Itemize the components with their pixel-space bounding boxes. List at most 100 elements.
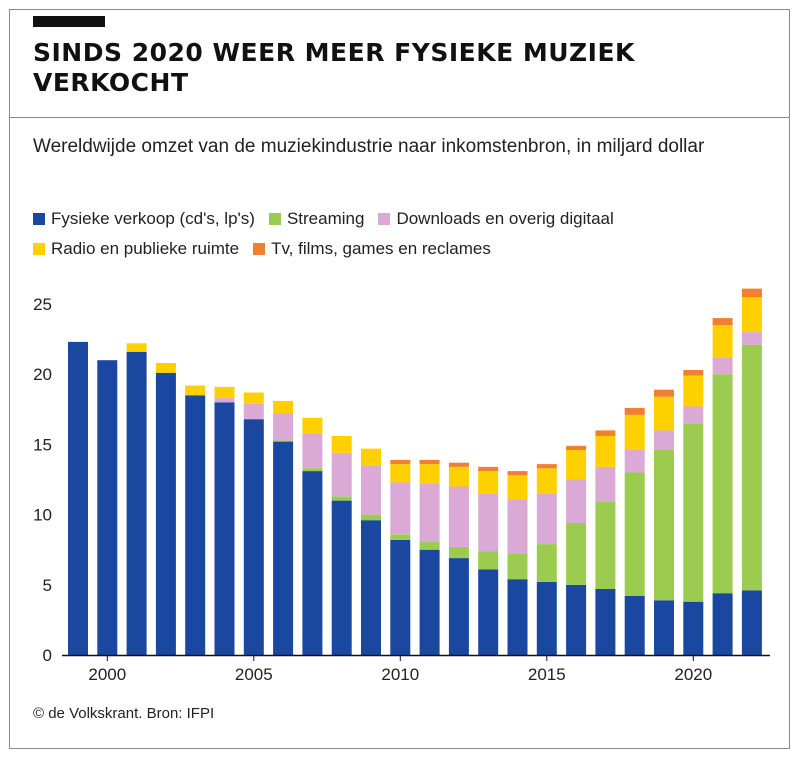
legend-swatch-radio [33, 243, 45, 255]
bar-2006-series-2 [273, 413, 294, 441]
bar-2014-series-0 [507, 579, 528, 655]
bar-2010-series-2 [390, 482, 411, 535]
bar-2018-series-2 [624, 450, 645, 473]
bar-2022-series-2 [741, 332, 762, 345]
bar-2008-series-1 [331, 496, 352, 501]
legend-label-downloads: Downloads en overig digitaal [396, 209, 614, 228]
bar-2015-series-4 [536, 464, 557, 469]
bar-2013-series-4 [478, 466, 499, 472]
bar-2013-series-1 [478, 551, 499, 570]
bar-2003-series-0 [185, 395, 206, 655]
bar-2020-series-2 [683, 406, 704, 424]
bar-2011-series-1 [419, 541, 440, 550]
bar-2012-series-1 [448, 546, 469, 559]
bar-2006-series-3 [273, 400, 294, 414]
legend-item-physical: Fysieke verkoop (cd's, lp's) [33, 209, 255, 229]
bar-2016-series-1 [566, 523, 587, 585]
bar-2010-series-3 [390, 464, 411, 483]
chart-frame [9, 9, 790, 749]
legend-swatch-streaming [268, 213, 281, 225]
bar-2008-series-3 [331, 436, 352, 453]
bar-2017-series-1 [595, 502, 616, 589]
legend: Fysieke verkoop (cd's, lp's) Streaming D… [33, 204, 773, 264]
bar-2005-series-0 [243, 419, 264, 655]
bar-2017-series-4 [595, 430, 616, 436]
bar-2010-series-0 [390, 539, 411, 655]
legend-label-radio: Radio en publieke ruimte [51, 239, 240, 258]
bar-2020-series-1 [683, 423, 704, 602]
bar-2008-series-0 [331, 500, 352, 655]
y-tick-label-5: 5 [43, 576, 52, 595]
bar-2021-series-0 [712, 593, 733, 655]
headline: SINDS 2020 WEER MEER FYSIEKE MUZIEK VERK… [33, 38, 635, 97]
title-divider [10, 117, 789, 118]
bar-2012-series-4 [448, 462, 469, 467]
y-tick-label-20: 20 [33, 365, 52, 384]
bar-1999-series-0 [68, 341, 88, 655]
y-tick-label-0: 0 [43, 646, 52, 665]
bar-2021-series-2 [712, 357, 733, 375]
x-tick-label-2000: 2000 [88, 665, 126, 684]
legend-row-2: Radio en publieke ruimte Tv, films, game… [33, 234, 773, 264]
bar-2009-series-2 [361, 465, 381, 515]
legend-item-streaming: Streaming [268, 209, 364, 229]
bar-2011-series-3 [419, 464, 440, 484]
bar-2008-series-2 [331, 452, 352, 497]
bar-2003-series-3 [185, 385, 206, 396]
bar-2007-series-3 [302, 417, 323, 434]
bar-2016-series-3 [566, 450, 587, 480]
legend-item-radio: Radio en publieke ruimte [33, 239, 239, 259]
x-tick-label-2005: 2005 [235, 665, 273, 684]
x-tick-label-2010: 2010 [381, 665, 419, 684]
legend-swatch-downloads [378, 213, 391, 225]
bar-2017-series-0 [595, 589, 616, 655]
bar-2021-series-4 [712, 318, 733, 326]
bar-2004-series-2 [214, 398, 235, 403]
bar-2006-series-0 [273, 441, 294, 655]
y-tick-label-10: 10 [33, 506, 52, 525]
bar-2007-series-0 [302, 471, 323, 655]
bar-2005-series-2 [243, 403, 264, 420]
bar-2015-series-2 [536, 493, 557, 545]
bar-2001-series-3 [126, 343, 147, 352]
y-tick-label-25: 25 [33, 295, 52, 314]
bar-2020-series-0 [683, 601, 704, 655]
source-credit: © de Volkskrant. Bron: IFPI [33, 705, 215, 722]
legend-row-1: Fysieke verkoop (cd's, lp's) Streaming D… [33, 204, 773, 234]
bar-2006-series-1 [273, 440, 294, 442]
bar-2018-series-0 [624, 596, 645, 655]
bar-2013-series-3 [478, 471, 499, 494]
bar-2018-series-3 [624, 414, 645, 450]
bar-2016-series-0 [566, 584, 587, 655]
bar-2021-series-1 [712, 374, 733, 594]
bar-2010-series-4 [390, 459, 411, 465]
bar-2009-series-3 [361, 448, 381, 466]
bar-2016-series-2 [566, 479, 587, 523]
bar-2013-series-0 [478, 569, 499, 655]
accent-bar [33, 16, 105, 27]
bar-2011-series-2 [419, 483, 440, 542]
y-tick-label-15: 15 [33, 435, 52, 454]
bar-2021-series-3 [712, 325, 733, 358]
bar-2015-series-0 [536, 582, 557, 655]
bar-2020-series-4 [683, 370, 704, 376]
bar-2018-series-1 [624, 472, 645, 596]
bar-2012-series-2 [448, 486, 469, 547]
legend-label-physical: Fysieke verkoop (cd's, lp's) [51, 209, 255, 228]
bar-2017-series-3 [595, 436, 616, 467]
legend-label-tv: Tv, films, games en reclames [271, 239, 491, 258]
bar-2016-series-4 [566, 445, 587, 450]
bar-2012-series-3 [448, 466, 469, 487]
bar-2007-series-1 [302, 468, 323, 472]
bar-2022-series-4 [741, 288, 762, 297]
bar-2004-series-0 [214, 402, 235, 655]
bar-2011-series-4 [419, 459, 440, 465]
bar-2019-series-0 [654, 600, 674, 656]
legend-item-tv: Tv, films, games en reclames [253, 239, 491, 259]
bar-2014-series-1 [507, 553, 528, 580]
bar-2010-series-1 [390, 534, 411, 540]
bar-2007-series-2 [302, 433, 323, 469]
bar-2022-series-3 [741, 297, 762, 333]
bar-2014-series-4 [507, 471, 528, 476]
bar-2022-series-1 [741, 344, 762, 591]
